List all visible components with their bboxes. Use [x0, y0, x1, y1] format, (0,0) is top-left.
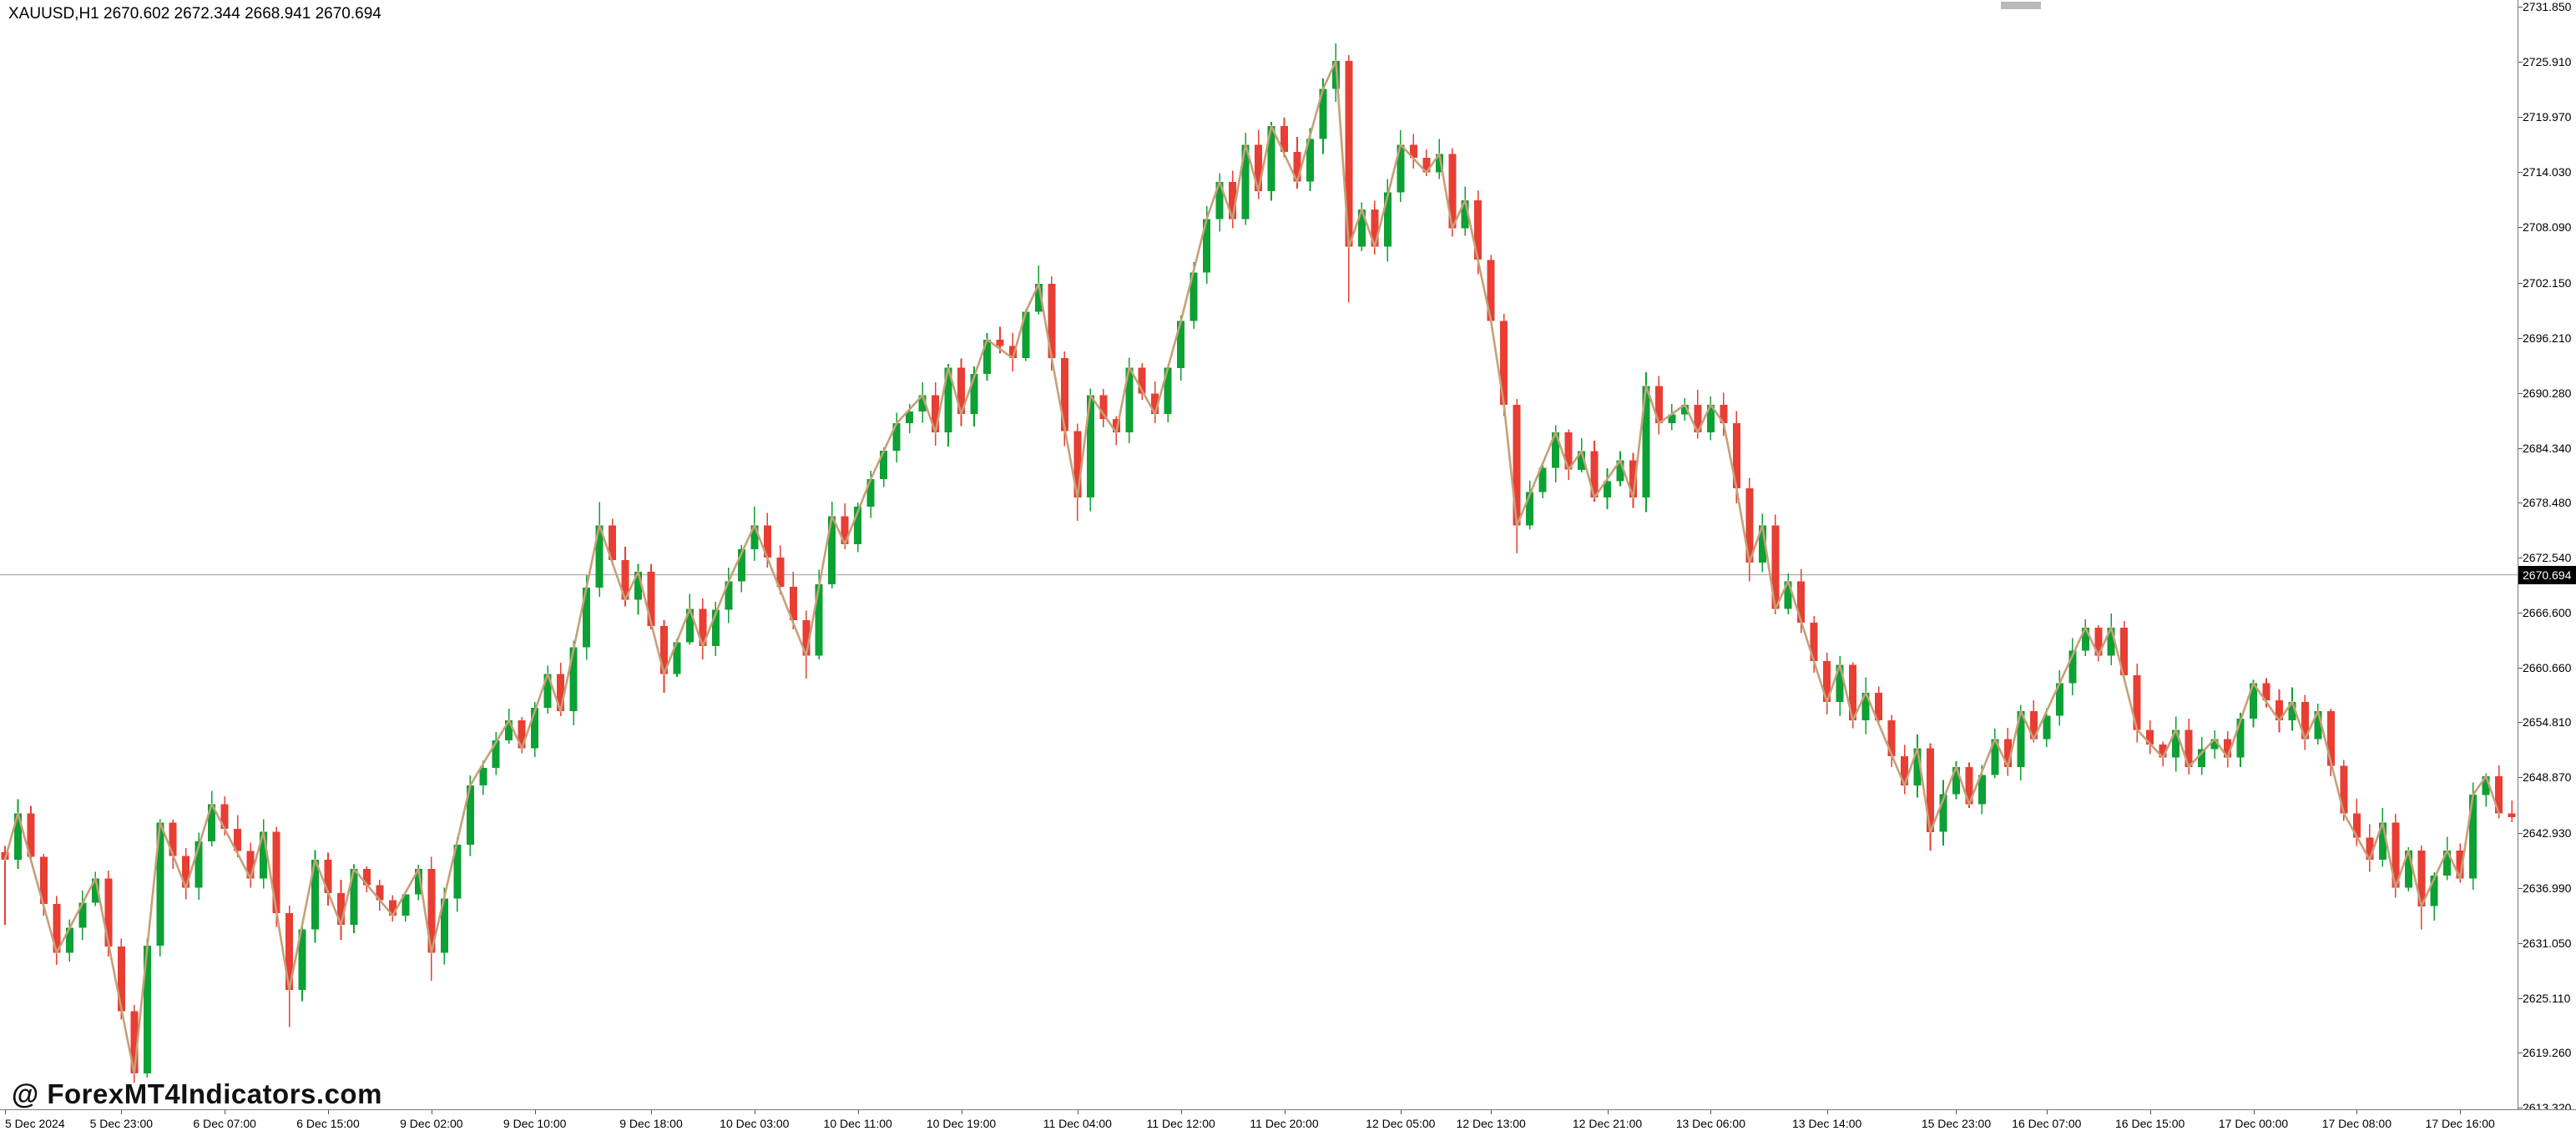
- scrollbar-thumb[interactable]: [2001, 2, 2041, 9]
- price-axis-tick: [2518, 227, 2523, 228]
- price-axis-label: 2702.150: [2523, 275, 2572, 290]
- time-axis-tick: [2460, 1110, 2461, 1114]
- time-axis-label: 17 Dec 08:00: [2321, 1117, 2392, 1130]
- price-axis-label: 2672.540: [2523, 551, 2572, 564]
- price-axis-label: 2631.050: [2523, 936, 2572, 950]
- time-axis-label: 5 Dec 2024: [5, 1117, 65, 1130]
- candles-layer: [1, 43, 2516, 1083]
- price-axis-label: 2714.030: [2523, 165, 2572, 179]
- price-axis-tick: [2518, 338, 2523, 339]
- time-axis-tick: [1710, 1110, 1711, 1114]
- price-axis-tick: [2518, 777, 2523, 778]
- watermark: @ ForexMT4Indicators.com: [12, 1078, 382, 1109]
- price-axis-label: 2696.210: [2523, 331, 2572, 345]
- zigzag-line: [3, 59, 2500, 1075]
- candlestick-plot[interactable]: [0, 0, 2518, 1109]
- price-axis-label: 2619.260: [2523, 1045, 2572, 1059]
- price-axis-tick: [2518, 283, 2523, 284]
- price-axis[interactable]: 2670.694 2731.850 2725.910 2719.970 2714.03…: [2518, 0, 2576, 1114]
- time-axis-label: 15 Dec 23:00: [1921, 1117, 1992, 1130]
- price-axis-label: 2666.600: [2523, 606, 2572, 620]
- time-axis-tick: [1181, 1110, 1182, 1114]
- price-axis-label: 2684.340: [2523, 441, 2572, 455]
- price-axis-tick: [2518, 668, 2523, 669]
- price-axis-label: 2642.930: [2523, 825, 2572, 840]
- time-axis-label: 10 Dec 19:00: [926, 1117, 997, 1130]
- price-axis-label: 2654.810: [2523, 715, 2572, 730]
- price-axis-label: 2636.990: [2523, 881, 2572, 895]
- price-axis-label: 2731.850: [2523, 0, 2572, 13]
- time-axis-label: 11 Dec 04:00: [1043, 1117, 1112, 1130]
- time-axis-tick: [121, 1110, 122, 1114]
- price-axis-label: 2690.280: [2523, 386, 2572, 400]
- time-axis-label: 13 Dec 14:00: [1792, 1117, 1862, 1130]
- price-axis-tick: [2518, 888, 2523, 889]
- time-axis-tick: [1608, 1110, 1609, 1114]
- price-axis-tick: [2518, 7, 2523, 8]
- time-axis-label: 17 Dec 00:00: [2218, 1117, 2289, 1130]
- time-axis-label: 11 Dec 12:00: [1146, 1117, 1215, 1130]
- time-axis-label: 12 Dec 21:00: [1572, 1117, 1643, 1130]
- time-axis-tick: [535, 1110, 536, 1114]
- price-axis-tick: [2518, 502, 2523, 503]
- time-axis-label: 10 Dec 03:00: [720, 1117, 790, 1130]
- price-axis-label: 2625.110: [2523, 991, 2571, 1005]
- time-axis-tick: [2047, 1110, 2048, 1114]
- price-axis-label: 2725.910: [2523, 55, 2572, 69]
- price-axis-label: 2648.870: [2523, 770, 2572, 785]
- time-axis-label: 9 Dec 18:00: [619, 1117, 683, 1130]
- time-axis-label: 13 Dec 06:00: [1675, 1117, 1746, 1130]
- price-axis-label: 2708.090: [2523, 220, 2572, 235]
- price-axis-tick: [2518, 117, 2523, 118]
- time-axis-label: 12 Dec 05:00: [1366, 1117, 1436, 1130]
- price-axis-tick: [2518, 62, 2523, 63]
- time-axis-label: 9 Dec 10:00: [503, 1117, 567, 1130]
- price-axis-tick: [2518, 943, 2523, 944]
- time-axis-tick: [1827, 1110, 1828, 1114]
- time-axis-label: 6 Dec 07:00: [193, 1117, 256, 1130]
- price-axis-tick: [2518, 833, 2523, 834]
- time-axis-tick: [1491, 1110, 1492, 1114]
- time-axis-label: 17 Dec 16:00: [2425, 1117, 2495, 1130]
- time-axis-tick: [5, 1110, 6, 1114]
- price-axis-label: 2660.660: [2523, 661, 2572, 675]
- time-axis-tick: [1956, 1110, 1957, 1114]
- time-axis-tick: [2254, 1110, 2255, 1114]
- price-axis-tick: [2518, 448, 2523, 449]
- time-axis-label: 16 Dec 07:00: [2012, 1117, 2082, 1130]
- time-axis-label: 12 Dec 13:00: [1456, 1117, 1526, 1130]
- time-axis-label: 9 Dec 02:00: [400, 1117, 463, 1130]
- price-axis-tick: [2518, 393, 2523, 394]
- time-axis-label: 10 Dec 11:00: [823, 1117, 892, 1130]
- price-axis-tick: [2518, 998, 2523, 999]
- time-axis-tick: [858, 1110, 859, 1114]
- time-axis-label: 16 Dec 15:00: [2115, 1117, 2185, 1130]
- time-axis-tick: [2356, 1110, 2357, 1114]
- time-axis-label: 11 Dec 20:00: [1250, 1117, 1319, 1130]
- time-axis-tick: [328, 1110, 329, 1114]
- time-axis-label: 5 Dec 23:00: [89, 1117, 154, 1130]
- symbol-ohlc-line: XAUUSD,H1 2670.602 2672.344 2668.941 267…: [8, 5, 381, 23]
- bid-price-tag: 2670.694: [2518, 565, 2576, 584]
- price-axis-label: 2719.970: [2523, 110, 2572, 124]
- time-axis[interactable]: 5 Dec 2024 5 Dec 23:00 6 Dec 07:00 6 Dec 15…: [0, 1109, 2576, 1136]
- time-axis-tick: [1401, 1110, 1402, 1114]
- price-axis-tick: [2518, 722, 2523, 723]
- time-axis-tick: [651, 1110, 652, 1114]
- bid-price-value: 2670.694: [2523, 568, 2572, 582]
- time-axis-label: 6 Dec 15:00: [296, 1117, 360, 1130]
- time-axis-tick: [2150, 1110, 2151, 1114]
- price-axis-label: 2678.480: [2523, 495, 2572, 509]
- price-axis-tick: [2518, 172, 2523, 173]
